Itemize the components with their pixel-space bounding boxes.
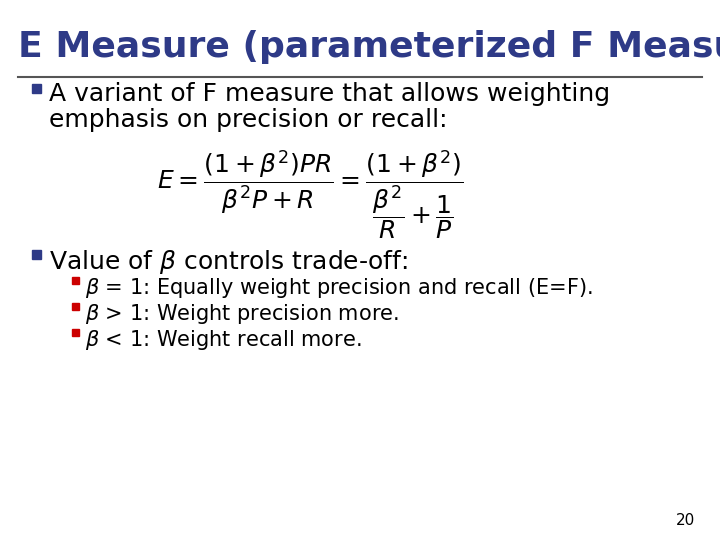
Bar	[32, 250, 41, 259]
Bar	[32, 84, 41, 93]
Text: emphasis on precision or recall:: emphasis on precision or recall:	[49, 108, 448, 132]
Text: $\beta$ < 1: Weight recall more.: $\beta$ < 1: Weight recall more.	[85, 328, 361, 352]
Bar	[72, 277, 79, 284]
Text: E Measure (parameterized F Measure): E Measure (parameterized F Measure)	[18, 30, 720, 64]
Text: $\beta$ = 1: Equally weight precision and recall (E=F).: $\beta$ = 1: Equally weight precision an…	[85, 276, 593, 300]
Text: $E = \dfrac{(1+\beta^2)PR}{\beta^2 P + R} = \dfrac{(1+\beta^2)}{\dfrac{\beta^2}{: $E = \dfrac{(1+\beta^2)PR}{\beta^2 P + R…	[157, 148, 463, 241]
Bar	[72, 329, 79, 336]
Text: $\beta$ > 1: Weight precision more.: $\beta$ > 1: Weight precision more.	[85, 302, 399, 326]
Text: Value of $\beta$ controls trade-off:: Value of $\beta$ controls trade-off:	[49, 248, 408, 276]
Text: 20: 20	[676, 513, 695, 528]
Bar	[72, 303, 79, 310]
Text: A variant of F measure that allows weighting: A variant of F measure that allows weigh…	[49, 82, 610, 106]
